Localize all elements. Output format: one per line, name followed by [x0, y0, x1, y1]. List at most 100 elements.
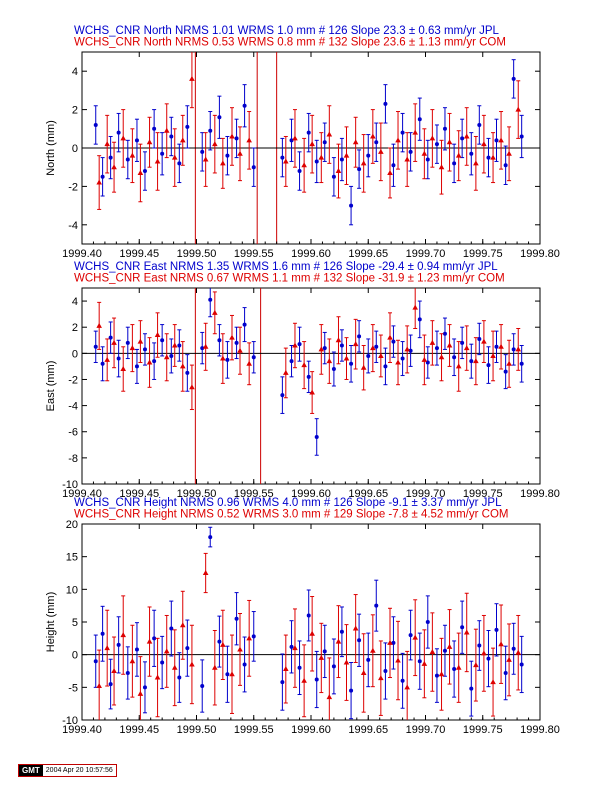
north-com-point — [171, 154, 178, 160]
east-com-point — [463, 345, 470, 351]
east-jpl-point — [134, 364, 139, 369]
east-jpl-point — [400, 356, 405, 361]
north-com-point — [360, 160, 367, 166]
height-jpl-point — [217, 639, 222, 644]
east-com-point — [498, 343, 504, 349]
east-com-point — [378, 352, 384, 358]
height-com-point — [421, 660, 428, 666]
north-jpl-point — [452, 161, 457, 166]
east-com-point — [171, 342, 178, 348]
east-com-point — [318, 346, 325, 352]
north-xtick-label: 1999.70 — [406, 248, 446, 260]
height-com-point — [387, 639, 393, 645]
north-com-point — [395, 137, 401, 143]
north-jpl-point — [169, 134, 174, 139]
north-jpl-point — [314, 159, 319, 164]
height-com-point — [146, 638, 153, 644]
height-ytick-label: 10 — [66, 584, 78, 596]
east-jpl-point — [306, 374, 311, 379]
north-jpl-point — [116, 130, 121, 135]
east-com-point — [163, 354, 170, 360]
north-header-com: WCHS_CNR North NRMS 0.53 WRMS 0.8 mm # 1… — [74, 37, 506, 49]
height-jpl-point — [100, 631, 105, 636]
east-com-point — [283, 369, 289, 375]
height-com-point — [438, 671, 445, 677]
height-jpl-point — [242, 662, 247, 667]
north-jpl-point — [417, 117, 422, 122]
north-xtick-label: 1999.40 — [62, 248, 102, 260]
east-xtick-label: 1999.45 — [119, 488, 159, 500]
north-xtick-label: 1999.75 — [463, 248, 503, 260]
height-com-point — [404, 684, 410, 690]
east-com-point — [490, 352, 496, 358]
north-com-point — [412, 129, 418, 135]
east-com-point — [309, 389, 315, 395]
height-xtick-label: 1999.45 — [119, 724, 159, 736]
north-com-point — [404, 156, 410, 162]
north-com-point — [283, 158, 289, 164]
north-jpl-point — [142, 169, 147, 174]
north-com-point — [343, 152, 350, 158]
height-jpl-point — [108, 682, 113, 687]
north-com-point — [438, 164, 445, 170]
east-jpl-point — [289, 359, 294, 364]
north-com-point — [154, 158, 161, 164]
east-com-point — [360, 364, 367, 370]
height-jpl-point — [169, 626, 174, 631]
height-jpl-point — [460, 625, 465, 630]
east-com-point — [370, 345, 376, 351]
north-ytick-label: -4 — [68, 220, 78, 232]
east-com-point — [246, 360, 252, 366]
east-jpl-point — [519, 361, 524, 366]
east-header-jpl: WCHS_CNR East NRMS 1.35 WRMS 1.6 mm # 12… — [74, 261, 498, 273]
height-com-point — [301, 677, 307, 683]
north-xtick-label: 1999.65 — [348, 248, 388, 260]
north-com-point — [387, 169, 393, 175]
east-jpl-point — [434, 346, 439, 351]
east-jpl-point — [225, 357, 230, 362]
height-ytick-label: 0 — [72, 650, 78, 662]
north-jpl-point — [100, 174, 105, 179]
east-jpl-point — [374, 344, 379, 349]
north-com-point — [421, 150, 428, 156]
height-jpl-point — [93, 659, 98, 664]
height-ytick-label: 15 — [66, 552, 78, 564]
east-jpl-point — [100, 361, 105, 366]
height-jpl-point — [486, 656, 491, 661]
north-jpl-point — [349, 203, 354, 208]
east-jpl-point — [251, 355, 256, 360]
east-jpl-point — [391, 339, 396, 344]
height-jpl-point — [408, 633, 413, 638]
north-jpl-point — [425, 157, 430, 162]
north-com-point — [202, 156, 209, 162]
east-xtick-label: 1999.50 — [177, 488, 217, 500]
north-ytick-label: 4 — [72, 66, 78, 78]
east-xtick-label: 1999.65 — [348, 488, 388, 500]
east-com-point — [481, 338, 487, 344]
north-com-point — [498, 137, 504, 143]
east-jpl-point — [366, 353, 371, 358]
height-com-point — [343, 659, 350, 665]
north-com-point — [463, 133, 470, 139]
east-jpl-point — [242, 322, 247, 327]
north-xtick-label: 1999.80 — [520, 248, 560, 260]
north-jpl-point — [160, 151, 165, 156]
height-jpl-point — [519, 662, 524, 667]
height-com-point — [179, 622, 186, 628]
height-jpl-point — [417, 659, 422, 664]
north-header-jpl: WCHS_CNR North NRMS 1.01 WRMS 1.0 mm # 1… — [74, 25, 500, 37]
east-com-point — [120, 366, 127, 372]
north-jpl-point — [134, 138, 139, 143]
east-com-point — [137, 338, 144, 344]
height-com-point — [246, 635, 252, 641]
north-com-point — [104, 141, 110, 147]
east-jpl-point — [494, 344, 499, 349]
height-com-point — [163, 648, 170, 654]
height-jpl-point — [434, 673, 439, 678]
height-jpl-point — [503, 670, 508, 675]
north-jpl-point — [331, 174, 336, 179]
height-com-point — [490, 679, 496, 685]
east-xtick-label: 1999.60 — [291, 488, 331, 500]
height-jpl-point — [225, 672, 230, 677]
